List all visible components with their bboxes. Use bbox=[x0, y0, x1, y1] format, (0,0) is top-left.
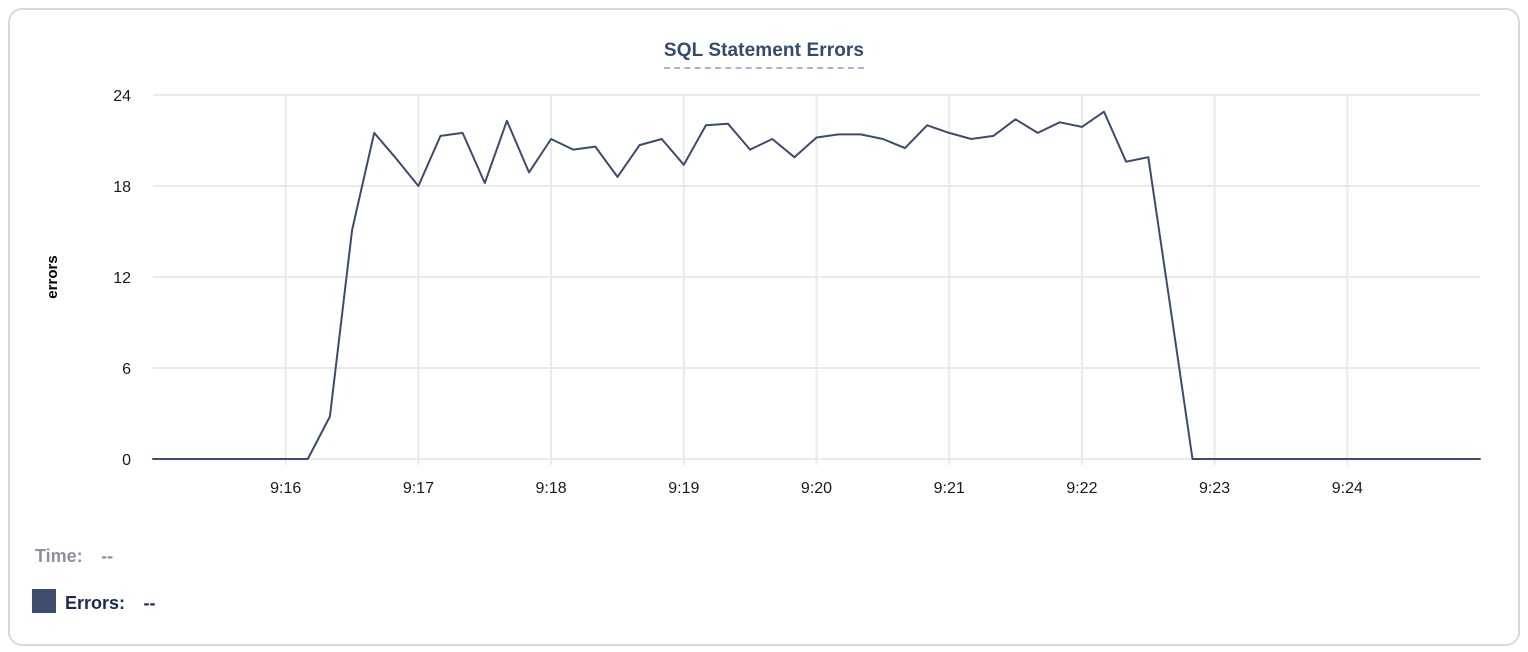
y-tick-label: 18 bbox=[113, 179, 131, 196]
legend-time-value: -- bbox=[101, 546, 114, 566]
errors-line-chart[interactable]: 0 6 12 18 24 9:16 9:17 9:18 9:19 9:20 9:21 9:22 9:23… bbox=[10, 10, 1528, 530]
legend-errors-value: -- bbox=[143, 593, 156, 613]
errors-series-swatch bbox=[32, 589, 56, 613]
legend-errors-row: Errors: -- bbox=[32, 589, 155, 614]
y-tick-label: 12 bbox=[113, 270, 131, 287]
chart-title-wrap: SQL Statement Errors bbox=[10, 40, 1518, 69]
x-tick-label: 9:17 bbox=[403, 480, 434, 497]
x-tick-label: 9:22 bbox=[1066, 480, 1097, 497]
x-tick-label: 9:18 bbox=[536, 480, 567, 497]
legend-time-label: Time: bbox=[35, 546, 83, 566]
errors-series-line bbox=[152, 110, 1481, 460]
x-tick-label: 9:21 bbox=[934, 480, 965, 497]
x-tick-label: 9:20 bbox=[801, 480, 832, 497]
x-tick-label: 9:24 bbox=[1332, 480, 1363, 497]
y-axis-title: errors bbox=[44, 255, 61, 298]
y-tick-label: 6 bbox=[122, 361, 131, 378]
x-tick-label: 9:16 bbox=[270, 480, 301, 497]
y-tick-label: 0 bbox=[122, 452, 131, 469]
y-tick-label: 24 bbox=[113, 88, 131, 105]
x-tick-label: 9:23 bbox=[1199, 480, 1230, 497]
chart-card: SQL Statement Errors 0 6 12 18 24 9:16 9:17 9:1… bbox=[8, 8, 1520, 646]
x-tick-label: 9:19 bbox=[668, 480, 699, 497]
legend-errors-label: Errors: bbox=[65, 593, 126, 613]
legend-time-row: Time: -- bbox=[35, 546, 113, 567]
chart-title[interactable]: SQL Statement Errors bbox=[663, 40, 865, 69]
